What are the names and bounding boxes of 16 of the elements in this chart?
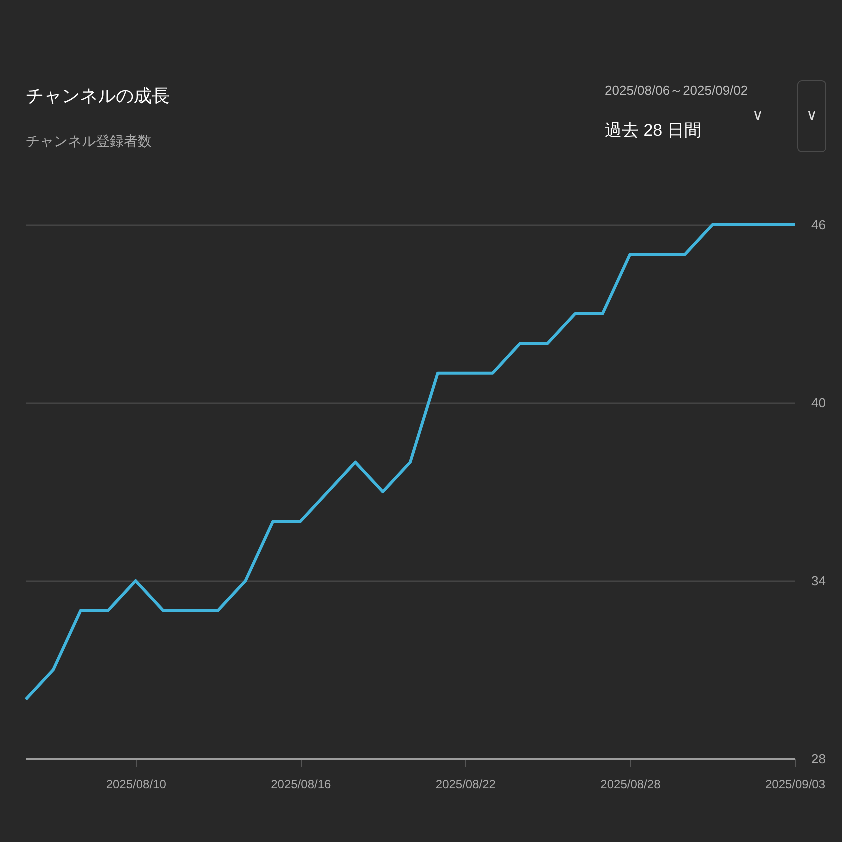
x-tick-label: 2025/08/16 xyxy=(271,778,332,792)
y-tick-label: 40 xyxy=(812,396,826,410)
y-tick-label: 46 xyxy=(812,218,826,232)
y-tick-label: 28 xyxy=(812,752,826,766)
chart-title: チャンネルの成長 xyxy=(26,86,170,106)
text: 2025/08/06～2025/09/02 xyxy=(605,83,748,98)
line-series xyxy=(24,224,796,702)
y-tick-label: 34 xyxy=(812,574,826,588)
chart-subtitle: チャンネル登録者数 xyxy=(26,133,152,149)
text: 過去 28 日間 xyxy=(605,121,702,140)
text: ∨ xyxy=(806,107,818,124)
text: ∨ xyxy=(752,107,764,124)
x-tick-label: 2025/08/10 xyxy=(106,778,167,792)
x-tick-label: 2025/08/22 xyxy=(436,778,496,792)
x-tick-label: 2025/09/03 xyxy=(765,778,826,792)
x-tick-label: 2025/08/28 xyxy=(600,778,662,792)
